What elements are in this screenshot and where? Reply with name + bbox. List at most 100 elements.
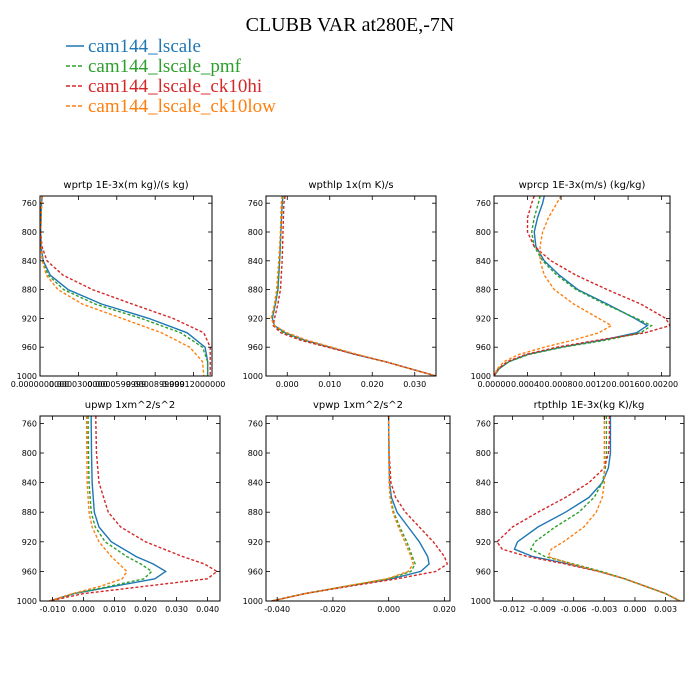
series-line <box>494 196 670 376</box>
y-tick-label: 880 <box>476 286 491 295</box>
y-tick-label: 920 <box>476 538 491 547</box>
x-tick-label: -0.012 <box>499 605 525 614</box>
y-tick-label: 1000 <box>243 372 263 381</box>
plot-frame <box>493 195 671 377</box>
legend-entry: cam144_lscale_pmf <box>88 56 242 77</box>
y-tick-label: 960 <box>22 567 37 576</box>
x-tick-label: 0.000 <box>624 605 647 614</box>
y-tick-label: 920 <box>248 538 263 547</box>
series-line <box>496 416 681 601</box>
y-tick-label: 1000 <box>17 597 37 606</box>
y-tick-label: 960 <box>248 567 263 576</box>
series-line <box>49 416 167 601</box>
series-line <box>40 196 211 376</box>
x-tick-label: 0.00200 <box>645 380 678 389</box>
panel-6: rtpthlp 1E-3x(kg K)/kg 760 800 840 880 920 960… <box>471 400 685 614</box>
y-tick-label: 960 <box>476 343 491 352</box>
plot-frame <box>265 415 451 602</box>
x-tick-label: 0.000 <box>377 605 400 614</box>
plot-frame <box>39 415 221 602</box>
x-tick-label: 0.00120 <box>578 380 611 389</box>
series-line <box>271 196 436 376</box>
y-tick-label: 760 <box>248 199 263 208</box>
x-tick-label: 0.00040 <box>511 380 544 389</box>
series-line <box>513 416 681 601</box>
y-tick-label: 800 <box>476 449 491 458</box>
x-tick-label: 0.010 <box>318 380 341 389</box>
x-tick-label: -0.010 <box>40 605 66 614</box>
panel-title: upwp 1xm^2/s^2 <box>85 400 175 411</box>
y-tick-label: 960 <box>248 343 263 352</box>
y-tick-label: 840 <box>22 479 37 488</box>
panel-3: wprcp 1E-3x(m/s) (kg/kg) 760 800 840 880 920 9… <box>471 180 679 389</box>
x-tick-label: 0.00160 <box>612 380 645 389</box>
series-line <box>270 196 436 376</box>
series-line <box>40 196 209 376</box>
x-tick-label: 0.00000 <box>477 380 510 389</box>
x-tick-label: 0.000 <box>72 605 95 614</box>
y-tick-label: 960 <box>476 567 491 576</box>
legend: cam144_lscalecam144_lscale_pmfcam144_lsc… <box>66 36 276 117</box>
y-tick-label: 800 <box>476 228 491 237</box>
panel-title: wpthlp 1x(m K)/s <box>308 180 393 191</box>
plot-frame <box>265 195 437 377</box>
panel-title: wprcp 1E-3x(m/s) (kg/kg) <box>519 180 646 191</box>
y-tick-label: 960 <box>22 343 37 352</box>
series-line <box>271 416 414 601</box>
series-line <box>494 196 653 376</box>
series-line <box>271 416 449 601</box>
legend-entry: cam144_lscale_ck10low <box>88 96 276 117</box>
series-line <box>49 416 153 601</box>
series-line <box>272 196 436 376</box>
series-line <box>49 416 219 601</box>
legend-entry: cam144_lscale_ck10hi <box>88 76 262 97</box>
x-tick-label: 0.0000899999 <box>126 380 185 389</box>
x-tick-label: 0.030 <box>403 380 426 389</box>
x-tick-label: 0.000 <box>276 380 299 389</box>
y-tick-label: 880 <box>22 286 37 295</box>
x-tick-label: -0.003 <box>591 605 617 614</box>
plot-frame <box>39 195 213 377</box>
panel-title: vpwp 1xm^2/s^2 <box>313 400 403 411</box>
y-tick-label: 1000 <box>471 597 491 606</box>
x-tick-label: -0.009 <box>530 605 556 614</box>
y-tick-label: 760 <box>476 199 491 208</box>
panel-1: wprtp 1E-3x(m kg)/(s kg) 760 800 840 880 920 9… <box>11 180 226 389</box>
y-tick-label: 760 <box>476 419 491 428</box>
panel-4: upwp 1xm^2/s^2 760 800 840 880 920 960 1000-0.0… <box>17 400 221 614</box>
y-tick-label: 840 <box>22 257 37 266</box>
x-tick-label: 0.0000300000 <box>49 380 108 389</box>
y-tick-label: 880 <box>22 508 37 517</box>
figure-title: CLUBB VAR at280E,-7N <box>246 14 455 36</box>
series-line <box>547 416 681 601</box>
series-line <box>494 196 613 376</box>
y-tick-label: 840 <box>476 257 491 266</box>
y-tick-label: 800 <box>22 449 37 458</box>
y-tick-label: 1000 <box>471 372 491 381</box>
x-tick-label: -0.020 <box>320 605 346 614</box>
y-tick-label: 880 <box>248 508 263 517</box>
y-tick-label: 920 <box>248 314 263 323</box>
series-line <box>40 196 209 376</box>
y-tick-label: 840 <box>248 257 263 266</box>
y-tick-label: 1000 <box>17 372 37 381</box>
x-tick-label: 0.020 <box>134 605 157 614</box>
y-tick-label: 840 <box>476 479 491 488</box>
y-tick-label: 800 <box>248 449 263 458</box>
y-tick-label: 920 <box>476 314 491 323</box>
y-tick-label: 840 <box>248 479 263 488</box>
y-tick-label: 760 <box>22 419 37 428</box>
panel-title: wprtp 1E-3x(m kg)/(s kg) <box>63 180 188 191</box>
x-tick-label: 0.030 <box>165 605 188 614</box>
y-tick-label: 800 <box>22 228 37 237</box>
y-tick-label: 880 <box>248 286 263 295</box>
x-tick-label: 0.010 <box>103 605 126 614</box>
series-line <box>271 416 416 601</box>
legend-entry: cam144_lscale <box>88 36 201 57</box>
panel-title: rtpthlp 1E-3x(kg K)/kg <box>534 400 645 411</box>
y-tick-label: 920 <box>22 314 37 323</box>
x-tick-label: -0.006 <box>561 605 587 614</box>
x-tick-label: 0.003 <box>654 605 677 614</box>
panel-5: vpwp 1xm^2/s^27608008408809209601000-0.0… <box>243 400 456 614</box>
